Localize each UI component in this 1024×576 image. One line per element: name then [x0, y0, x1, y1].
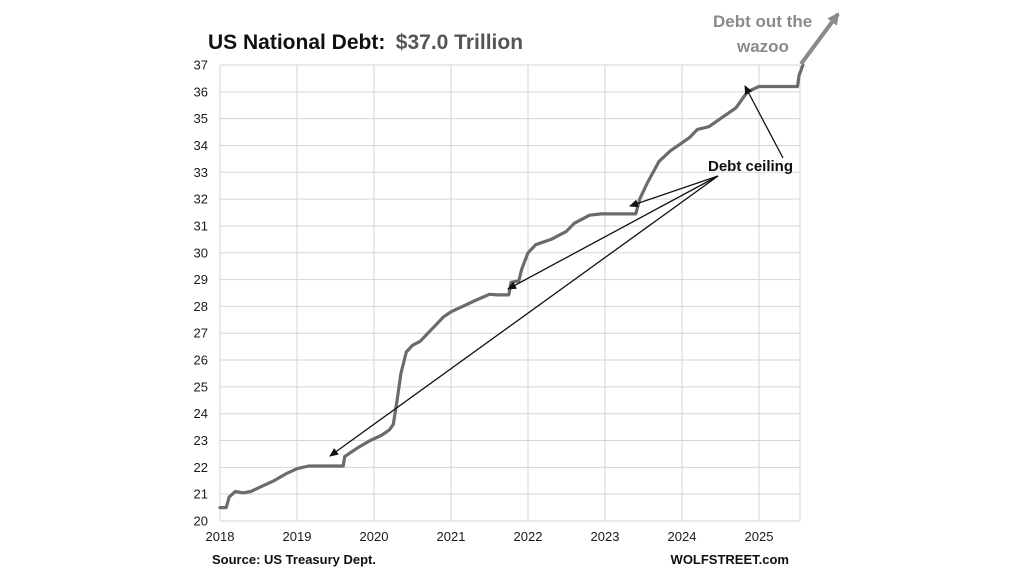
chart-title: US National Debt: $37.0 Trillion — [208, 31, 523, 54]
y-tick-label: 34 — [194, 138, 208, 153]
chart-title-main: US National Debt: — [208, 31, 385, 54]
y-tick-label: 28 — [194, 299, 208, 314]
x-tick-label: 2022 — [514, 529, 543, 544]
y-tick-label: 26 — [194, 353, 208, 368]
debt-ceiling-arrow-2023 — [629, 175, 719, 208]
x-tick-label: 2019 — [283, 529, 312, 544]
y-tick-label: 36 — [194, 84, 208, 99]
y-tick-label: 22 — [194, 460, 208, 475]
y-tick-label: 21 — [194, 487, 208, 502]
y-tick-label: 24 — [194, 406, 208, 421]
wazoo-label-line2: wazoo — [736, 37, 789, 56]
y-tick-label: 23 — [194, 433, 208, 448]
y-tick-label: 35 — [194, 111, 208, 126]
y-tick-label: 37 — [194, 58, 208, 73]
x-tick-label: 2021 — [437, 529, 466, 544]
debt-ceiling-arrow-2021 — [507, 175, 719, 290]
wazoo-arrow — [799, 12, 840, 66]
y-tick-label: 32 — [194, 192, 208, 207]
x-tick-label: 2020 — [360, 529, 389, 544]
wazoo-label-line1: Debt out the — [713, 12, 812, 31]
series-layer — [218, 63, 805, 510]
debt-ceiling-arrow-2019 — [329, 175, 719, 457]
debt-ceiling-arrows — [329, 85, 784, 457]
x-tick-label: 2018 — [206, 529, 235, 544]
source-note: Source: US Treasury Dept. — [212, 552, 376, 567]
y-tick-label: 27 — [194, 326, 208, 341]
y-tick-label: 25 — [194, 379, 208, 394]
y-tick-label: 30 — [194, 245, 208, 260]
y-tick-label: 29 — [194, 272, 208, 287]
y-tick-label: 33 — [194, 165, 208, 180]
brand-label: WOLFSTREET.com — [671, 552, 789, 567]
x-tick-label: 2023 — [591, 529, 620, 544]
chart-title-highlight: $37.0 Trillion — [396, 31, 523, 54]
series-line-debt — [218, 63, 805, 510]
debt-ceiling-label: Debt ceiling — [708, 158, 793, 175]
y-tick-label: 20 — [194, 514, 208, 529]
x-tick-label: 2025 — [745, 529, 774, 544]
x-axis-ticks: 2018 2019 2020 2021 2022 2023 2024 2025 — [206, 529, 774, 544]
y-tick-label: 31 — [194, 218, 208, 233]
x-tick-label: 2024 — [668, 529, 697, 544]
debt-ceiling-arrow-2025 — [744, 85, 784, 159]
grid — [219, 64, 801, 522]
y-axis-ticks: 20 21 22 23 24 25 26 27 28 29 30 31 32 33 34 35 36 37 — [194, 58, 208, 529]
